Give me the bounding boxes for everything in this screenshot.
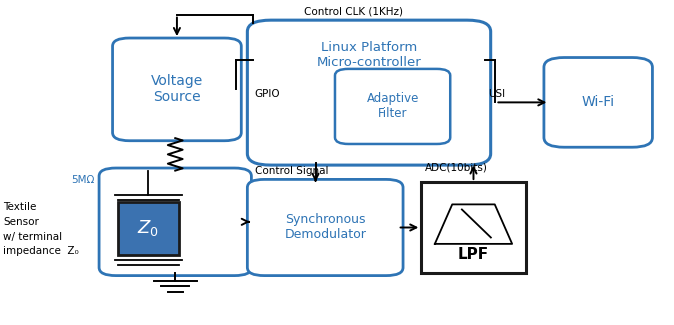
Text: Control CLK (1KHz): Control CLK (1KHz) xyxy=(305,6,403,16)
Bar xyxy=(118,202,179,255)
Text: LPF: LPF xyxy=(458,247,489,262)
Text: $Z_0$: $Z_0$ xyxy=(137,218,159,238)
FancyBboxPatch shape xyxy=(335,69,450,144)
Text: Control Signal: Control Signal xyxy=(255,166,328,176)
FancyBboxPatch shape xyxy=(99,168,251,276)
Text: Linux Platform
Micro-controller: Linux Platform Micro-controller xyxy=(317,41,421,69)
Text: Textile
Sensor
w/ terminal
impedance  Z₀: Textile Sensor w/ terminal impedance Z₀ xyxy=(3,202,79,256)
Text: Wi-Fi: Wi-Fi xyxy=(582,95,615,110)
FancyBboxPatch shape xyxy=(544,58,652,147)
Text: ADC(10bits): ADC(10bits) xyxy=(425,162,487,172)
Text: Voltage
Source: Voltage Source xyxy=(151,74,203,104)
Text: GPIO: GPIO xyxy=(255,89,280,99)
Text: Adaptive
Filter: Adaptive Filter xyxy=(367,92,419,121)
FancyBboxPatch shape xyxy=(113,38,241,141)
FancyBboxPatch shape xyxy=(247,179,403,276)
Text: 5MΩ: 5MΩ xyxy=(71,176,94,185)
Text: USI: USI xyxy=(488,89,505,99)
FancyBboxPatch shape xyxy=(247,20,491,165)
Text: Synchronous
Demodulator: Synchronous Demodulator xyxy=(284,214,366,241)
Bar xyxy=(421,182,526,273)
